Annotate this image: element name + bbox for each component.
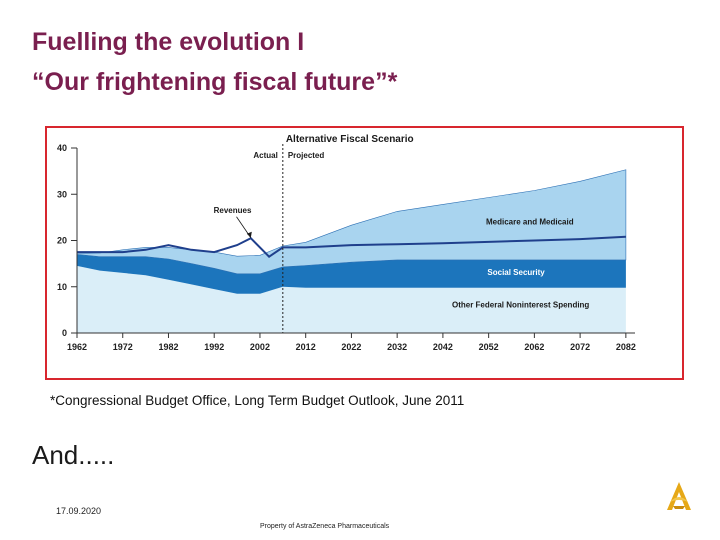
area-layer [76, 169, 627, 333]
social-security-annotation: Social Security [487, 268, 545, 277]
slide-footer: Property of AstraZeneca Pharmaceuticals [260, 523, 390, 530]
revenues-annotation: Revenues [214, 206, 252, 215]
source-footnote: *Congressional Budget Office, Long Term … [50, 393, 465, 408]
chart-title: Alternative Fiscal Scenario [286, 134, 414, 145]
x-tick-label: 1992 [204, 342, 224, 352]
x-tick-label: 2082 [616, 342, 636, 352]
slide-title: Fuelling the evolution I [32, 28, 305, 56]
area-social-security [77, 254, 626, 294]
x-tick-label: 1982 [158, 342, 178, 352]
medicare-annotation: Medicare and Medicaid [486, 217, 574, 226]
y-tick-label: 30 [57, 189, 67, 199]
y-tick-label: 10 [57, 282, 67, 292]
x-tick-label: 2032 [387, 342, 407, 352]
revenues-arrowhead [246, 231, 252, 238]
y-tick-label: 40 [57, 143, 67, 153]
chart-frame: 0 10 20 30 40 1962 1972 1982 1992 2002 2012 2022 203… [45, 126, 684, 380]
x-tick-label: 2072 [570, 342, 590, 352]
slide-subtitle: “Our frightening fiscal future”* [32, 68, 398, 96]
labels-layer: 0 10 20 30 40 1962 1972 1982 1992 2002 2012 2022 203… [57, 134, 636, 352]
astrazeneca-logo-icon [667, 482, 691, 510]
x-tick-label: 2052 [479, 342, 499, 352]
x-tick-label: 2012 [296, 342, 316, 352]
actual-label: Actual [253, 151, 277, 160]
projected-label: Projected [288, 151, 325, 160]
slide-date: 17.09.2020 [56, 506, 102, 516]
continuation-text: And..... [32, 440, 115, 470]
axes-layer [71, 144, 635, 338]
y-tick-label: 20 [57, 236, 67, 246]
x-tick-label: 1972 [113, 342, 133, 352]
other-spending-annotation: Other Federal Noninterest Spending [452, 301, 589, 310]
revenue-line [77, 235, 626, 258]
x-tick-label: 2002 [250, 342, 270, 352]
line-layer [77, 216, 626, 258]
y-tick-label: 0 [62, 328, 67, 338]
x-tick-label: 2062 [524, 342, 544, 352]
x-tick-label: 1962 [67, 342, 87, 352]
fiscal-chart: 0 10 20 30 40 1962 1972 1982 1992 2002 2012 2022 203… [57, 134, 636, 352]
x-tick-label: 2022 [341, 342, 361, 352]
area-other-spending [77, 265, 626, 333]
x-tick-label: 2042 [433, 342, 453, 352]
